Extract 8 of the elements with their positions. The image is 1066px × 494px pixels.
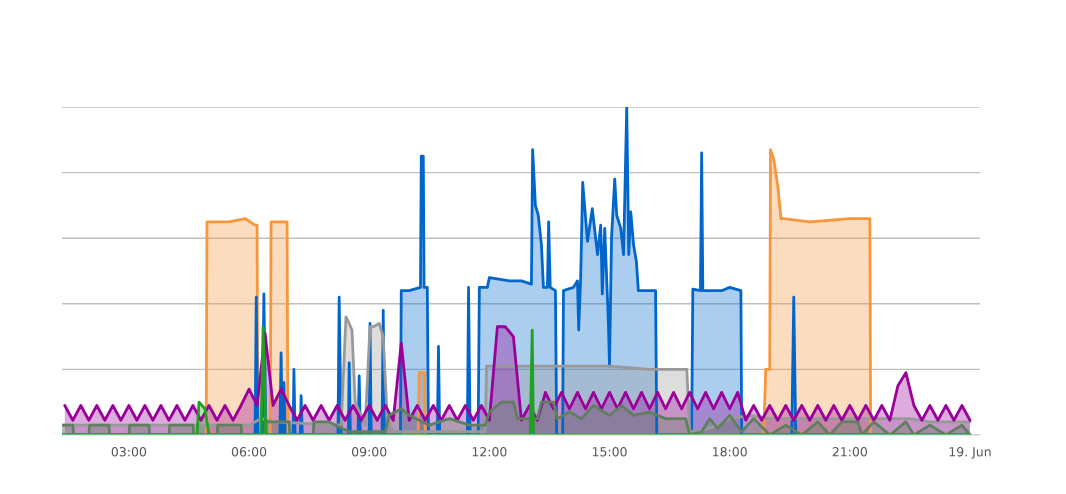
x-tick-label: 15:00 xyxy=(592,447,627,457)
x-tick-label: 21:00 xyxy=(832,447,868,457)
x-tick-label: 18:00 xyxy=(713,447,747,457)
x-tick-label: 12:00 xyxy=(472,447,507,457)
x-tick-label: 06:00 xyxy=(231,447,267,457)
x-tick-label: 03:00 xyxy=(111,447,147,457)
x-tick-label: 19. Jun xyxy=(949,447,991,459)
x-tick-label: 09:00 xyxy=(352,447,387,457)
